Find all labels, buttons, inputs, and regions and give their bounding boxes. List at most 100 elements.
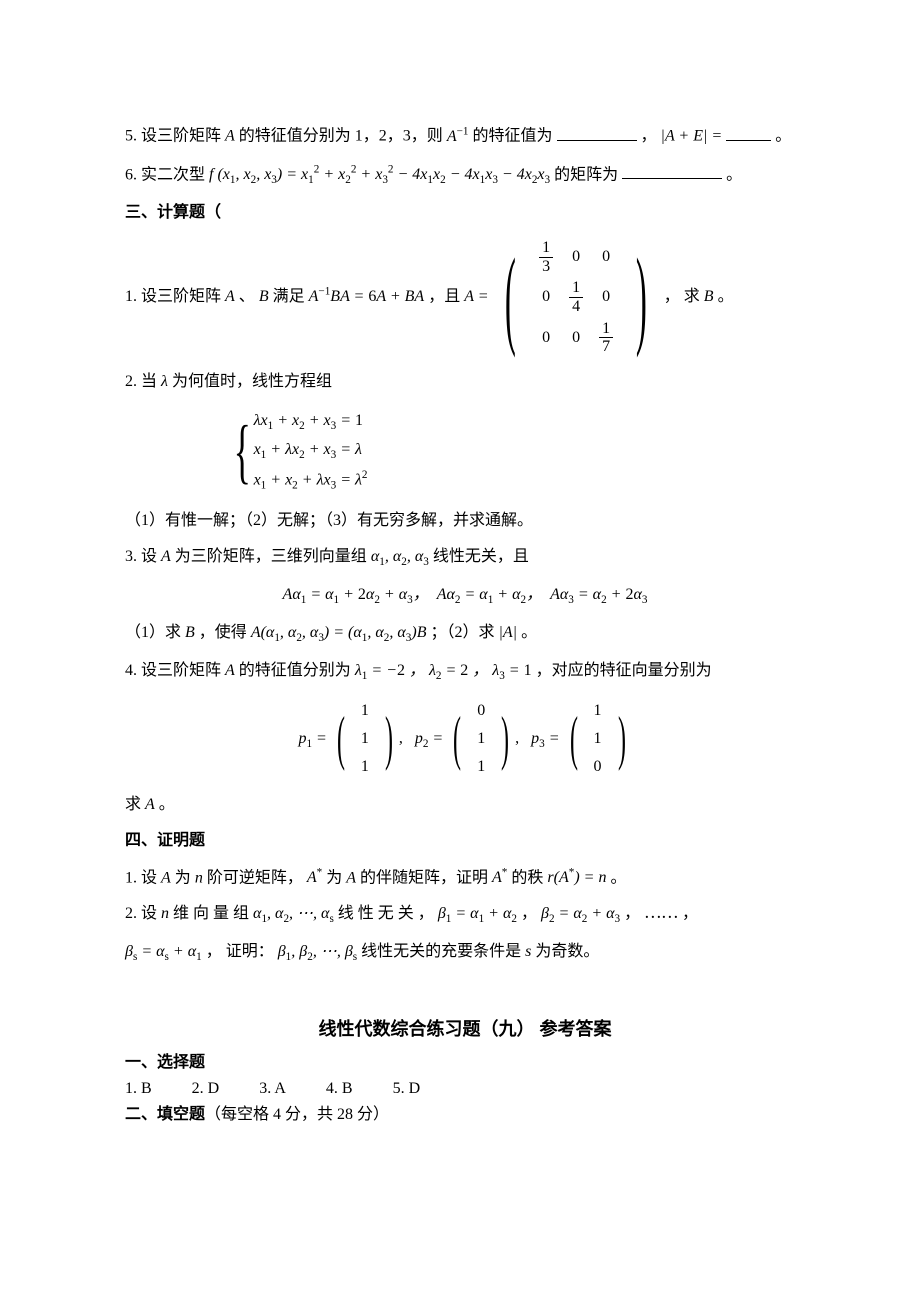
c3-2b: ，使得 (199, 624, 251, 641)
p1-a: 1. 设 (125, 869, 161, 886)
proof-2-line1: 2. 设 n 维 向 量 组 α1, α2, ⋯, αs 线 性 无 关 ， β… (125, 902, 805, 928)
q6-text-b: 的矩阵为 (554, 166, 618, 183)
p1-f: 的秩 (511, 869, 547, 886)
p2-f: 为奇数。 (535, 943, 599, 960)
sym-B: B (259, 288, 269, 305)
alpha-s-list: α1, α2, ⋯, αs (253, 905, 334, 922)
p1-c: 阶可逆矩阵， (207, 869, 303, 886)
c1-Aeq: A = (464, 288, 488, 305)
document-page: 5. 设三阶矩阵 A 的特征值分别为 1，2，3，则 A−1 的特征值为 ， |… (0, 0, 920, 1302)
sym-s: s (525, 943, 531, 960)
question-5: 5. 设三阶矩阵 A 的特征值分别为 1，2，3，则 A−1 的特征值为 ， |… (125, 122, 805, 149)
sep: 、 (239, 288, 255, 305)
c3-end: 。 (521, 624, 537, 641)
p2-dots: ， ⋯⋯ ， (624, 905, 698, 922)
beta-list: β1, β2, ⋯, βs (278, 943, 357, 960)
section-4-heading: 四、证明题 (125, 829, 805, 853)
p2-b: 维 向 量 组 (173, 905, 253, 922)
c1-text-c: ，且 (428, 288, 464, 305)
q5-text-a: 5. 设三阶矩阵 (125, 128, 225, 145)
q5-text-b: 的特征值分别为 1，2，3，则 (239, 128, 447, 145)
c1-end: 。 (718, 288, 734, 305)
beta1: β1 = α1 + α2 (438, 905, 517, 922)
answer-title: 线性代数综合练习题（九） 参考答案 (125, 1016, 805, 1043)
q5-text-c: 的特征值为 (473, 128, 553, 145)
c3-2c: ；（2）求 (430, 624, 494, 641)
sym-A: A (161, 869, 171, 886)
c3-2a: （1）求 (125, 624, 185, 641)
sys-row-1: λx1 + x2 + x3 = 1 (254, 409, 368, 435)
p1-d: 为 (326, 869, 346, 886)
sym-A: A (225, 288, 235, 305)
sym-A: A (346, 869, 356, 886)
det-A: |A| (498, 624, 517, 641)
section-3-heading: 三、计算题（ (125, 201, 805, 225)
calc-2-system: { λx1 + x2 + x3 = 1 x1 + λx2 + x3 = λ x1… (225, 406, 805, 497)
calc-4-line1: 4. 设三阶矩阵 A 的特征值分别为 λ1 = −2 ， λ2 = 2 ， λ3… (125, 659, 805, 685)
calc-3-line2: （1）求 B ，使得 A(α1, α2, α3) = (α1, α2, α3)B… (125, 621, 805, 647)
c3-eq2: A(α1, α2, α3) = (α1, α2, α3)B (251, 624, 427, 641)
calc-3-eq: Aα1 = α1 + 2α2 + α3， Aα2 = α1 + α2， Aα3 … (125, 583, 805, 609)
c1-eq: A−1BA = 6A + BA (309, 288, 425, 305)
p2-comma1: ， (521, 905, 537, 922)
question-6: 6. 实二次型 f (x1, x2, x3) = x12 + x22 + x32… (125, 161, 805, 190)
sym-det-A-plus-E: |A + E| = (661, 128, 723, 145)
calc-1: 1. 设三阶矩阵 A 、 B 满足 A−1BA = 6A + BA ，且 A =… (125, 237, 805, 358)
sym-A-inverse: A−1 (447, 128, 469, 145)
blank-field (622, 161, 722, 180)
c4-a: 4. 设三阶矩阵 (125, 662, 225, 679)
q5-end: 。 (775, 128, 791, 145)
sym-A: A (161, 548, 171, 565)
sym-A-star: A* (307, 869, 322, 886)
calc-2-line1: 2. 当 λ 为何值时，线性方程组 (125, 370, 805, 394)
matrix-A: ( 1300 0140 0017 ) (492, 237, 659, 358)
proof-1: 1. 设 A 为 n 阶可逆矩阵， A* 为 A 的伴随矩阵，证明 A* 的秩 … (125, 865, 805, 890)
p2-d: ， 证明： (206, 943, 274, 960)
calc-4-vectors: p1 = (111), p2 = (011), p3 = (110) (125, 697, 805, 781)
ans2-sub: （每空格 4 分，共 28 分） (205, 1106, 389, 1123)
rank-eq: r(A*) = n (547, 869, 606, 886)
p2-a: 2. 设 (125, 905, 161, 922)
sym-A: A (225, 662, 235, 679)
sym-B: B (704, 288, 714, 305)
p1-g: 。 (610, 869, 626, 886)
ans-5: 5. D (393, 1077, 421, 1101)
sys-row-3: x1 + x2 + λx3 = λ2 (254, 467, 368, 494)
sym-B: B (185, 624, 195, 641)
answer-sec-2-heading: 二、填空题（每空格 4 分，共 28 分） (125, 1103, 805, 1127)
c1-text-b: 满足 (273, 288, 309, 305)
q5-comma: ， (641, 128, 657, 145)
ans-2: 2. D (192, 1077, 220, 1101)
q6-end: 。 (726, 166, 742, 183)
blank-field (726, 122, 771, 141)
answer-choices: 1. B 2. D 3. A 4. B 5. D (125, 1077, 805, 1101)
calc-4-line2: 求 A 。 (125, 793, 805, 817)
calc-2-line2: （1）有惟一解；（2）无解；（3）有无穷多解，并求通解。 (125, 509, 805, 533)
beta-s: βs = αs + α1 (125, 943, 202, 960)
beta2: β2 = α2 + α3 (541, 905, 620, 922)
c4-b: 的特征值分别为 (239, 662, 355, 679)
p2-e: 线性无关的充要条件是 (361, 943, 525, 960)
ans-1: 1. B (125, 1077, 152, 1101)
alpha-list: α1, α2, α3 (371, 548, 429, 565)
c3-c: 线性无关，且 (433, 548, 529, 565)
p1-e: 的伴随矩阵，证明 (360, 869, 492, 886)
sym-A: A (225, 128, 235, 145)
c3-b: 为三阶矩阵，三维列向量组 (175, 548, 371, 565)
q6-text-a: 6. 实二次型 (125, 166, 209, 183)
ans-4: 4. B (326, 1077, 353, 1101)
p1-b: 为 (175, 869, 195, 886)
proof-2-line2: βs = αs + α1 ， 证明： β1, β2, ⋯, βs 线性无关的充要… (125, 940, 805, 966)
ans-3: 3. A (259, 1077, 286, 1101)
sym-n: n (195, 869, 203, 886)
c1-text-a: 1. 设三阶矩阵 (125, 288, 225, 305)
c4-c: ，对应的特征向量分别为 (536, 662, 712, 679)
blank-field (557, 122, 637, 141)
sys-row-2: x1 + λx2 + x3 = λ (254, 438, 368, 464)
calc-3-line1: 3. 设 A 为三阶矩阵，三维列向量组 α1, α2, α3 线性无关，且 (125, 545, 805, 571)
ans2-h: 二、填空题 (125, 1106, 205, 1123)
lambda-list: λ1 = −2 ， λ2 = 2 ， λ3 = 1 (355, 662, 532, 679)
c1-text-d: ， 求 (664, 288, 704, 305)
sym-n: n (161, 905, 169, 922)
q6-formula: f (x1, x2, x3) = x12 + x22 + x32 − 4x1x2… (209, 166, 550, 183)
